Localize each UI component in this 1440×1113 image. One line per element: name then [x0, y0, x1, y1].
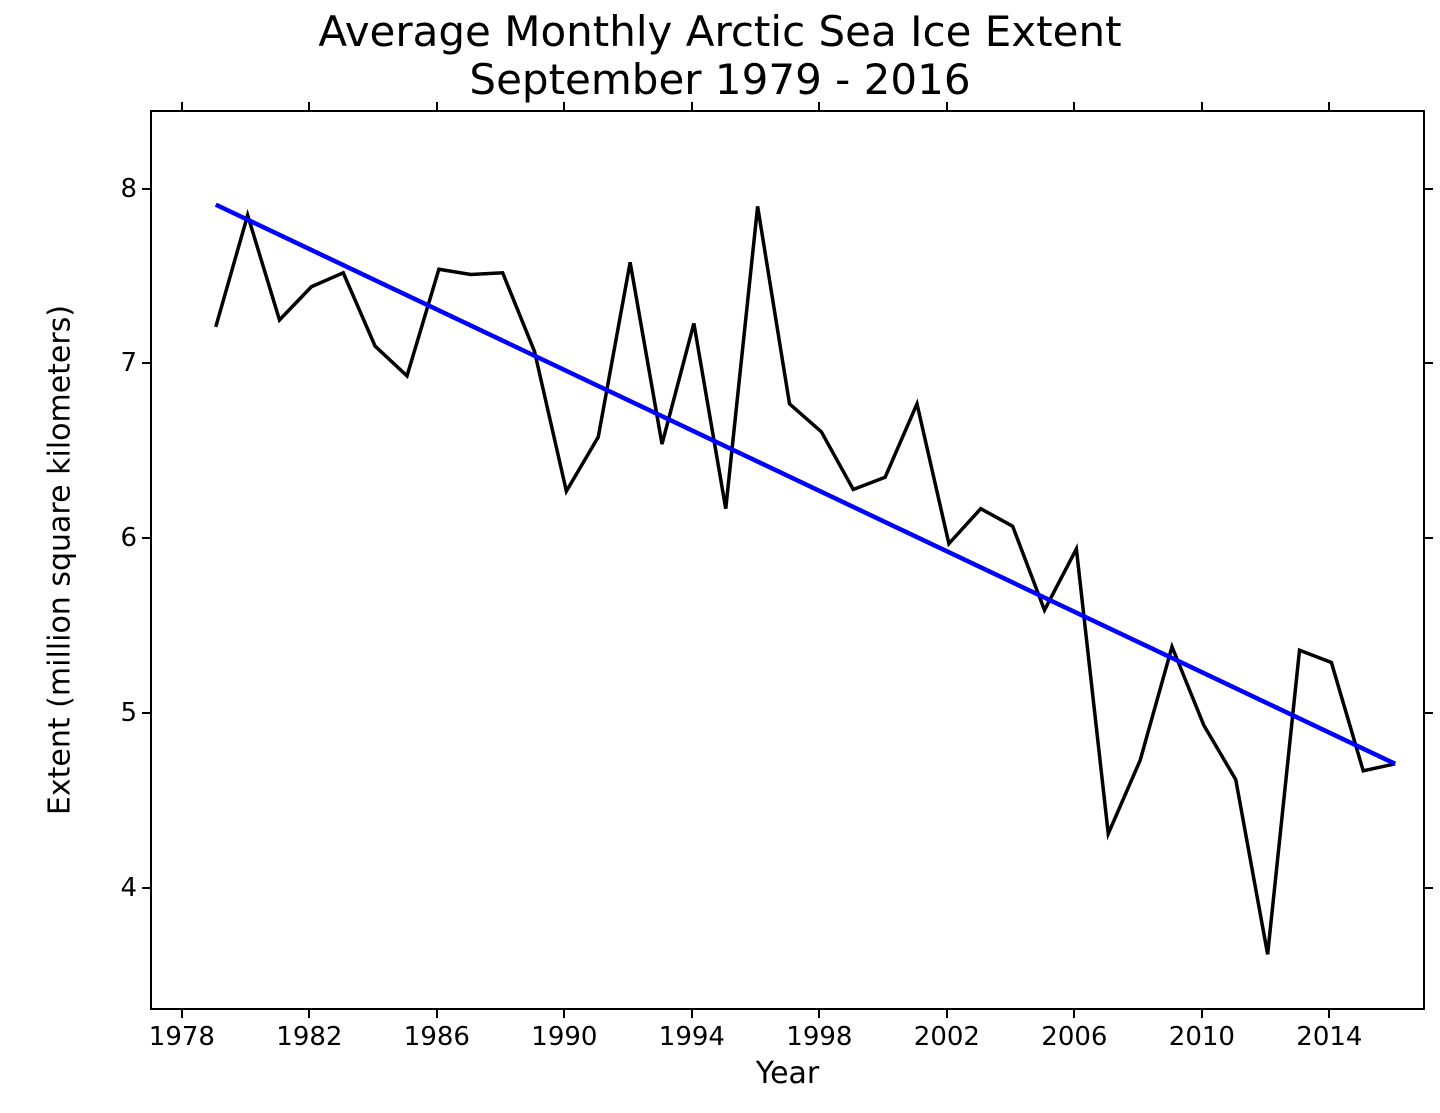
y-tick-label: 8: [97, 174, 137, 204]
chart-title: Average Monthly Arctic Sea Ice Extent Se…: [0, 0, 1440, 105]
x-tick-mark: [691, 102, 693, 110]
y-tick-label: 6: [97, 523, 137, 553]
x-tick-mark: [308, 102, 310, 110]
y-tick-mark: [1425, 537, 1433, 539]
y-tick-mark: [1425, 188, 1433, 190]
x-tick-mark: [1073, 1010, 1075, 1018]
x-tick-label: 1994: [659, 1022, 725, 1052]
y-tick-mark: [142, 887, 150, 889]
x-tick-mark: [181, 102, 183, 110]
x-tick-mark: [308, 1010, 310, 1018]
y-tick-label: 5: [97, 698, 137, 728]
x-tick-mark: [818, 1010, 820, 1018]
x-tick-label: 2014: [1296, 1022, 1362, 1052]
chart-container: Average Monthly Arctic Sea Ice Extent Se…: [0, 0, 1440, 1113]
x-tick-mark: [563, 102, 565, 110]
plot-svg: [152, 112, 1427, 1012]
x-tick-label: 1986: [404, 1022, 470, 1052]
x-tick-label: 1998: [786, 1022, 852, 1052]
x-tick-mark: [1328, 1010, 1330, 1018]
x-tick-mark: [1201, 102, 1203, 110]
x-tick-mark: [181, 1010, 183, 1018]
y-tick-mark: [142, 188, 150, 190]
data-series-line: [216, 206, 1395, 954]
y-tick-mark: [142, 537, 150, 539]
x-tick-mark: [946, 102, 948, 110]
title-line-2: September 1979 - 2016: [0, 56, 1440, 104]
x-tick-mark: [691, 1010, 693, 1018]
x-tick-label: 1990: [531, 1022, 597, 1052]
title-line-1: Average Monthly Arctic Sea Ice Extent: [0, 8, 1440, 56]
x-tick-mark: [1201, 1010, 1203, 1018]
x-tick-mark: [436, 1010, 438, 1018]
y-axis-label: Extent (million square kilometers): [43, 305, 78, 815]
x-tick-mark: [563, 1010, 565, 1018]
x-tick-mark: [818, 102, 820, 110]
x-tick-label: 1982: [276, 1022, 342, 1052]
x-tick-label: 2006: [1041, 1022, 1107, 1052]
y-tick-mark: [1425, 362, 1433, 364]
x-tick-label: 2010: [1169, 1022, 1235, 1052]
x-tick-label: 2002: [914, 1022, 980, 1052]
x-tick-mark: [1328, 102, 1330, 110]
y-tick-label: 7: [97, 348, 137, 378]
y-tick-label: 4: [97, 873, 137, 903]
y-tick-mark: [1425, 887, 1433, 889]
plot-area: [150, 110, 1425, 1010]
y-tick-mark: [1425, 712, 1433, 714]
x-tick-mark: [436, 102, 438, 110]
x-tick-mark: [1073, 102, 1075, 110]
x-axis-label: Year: [756, 1056, 820, 1091]
y-tick-mark: [142, 712, 150, 714]
x-tick-mark: [946, 1010, 948, 1018]
y-tick-mark: [142, 362, 150, 364]
trend-line: [216, 205, 1395, 764]
x-tick-label: 1978: [149, 1022, 215, 1052]
